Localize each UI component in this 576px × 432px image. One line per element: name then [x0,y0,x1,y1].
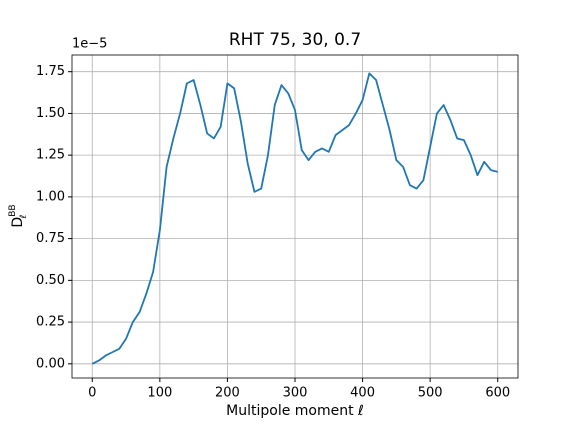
y-tick-label: 0.75 [36,231,65,246]
x-axis-label: Multipole moment ℓ [226,403,364,419]
x-tick-label: 100 [147,386,172,401]
y-axis-label-text: DBBℓ [8,204,29,227]
chart-title: RHT 75, 30, 0.7 [229,30,361,50]
x-tick-label: 600 [485,386,510,401]
y-tick-label: 0.25 [36,315,65,330]
y-tick-label: 0.50 [36,273,65,288]
x-tick-label: 500 [418,386,443,401]
plot-frame [71,54,519,379]
y-tick-label: 1.50 [36,106,65,121]
data-line [91,72,498,365]
y-tick-label: 0.00 [36,356,65,371]
x-tick-label: 300 [283,386,308,401]
y-label-sup: BB [8,204,18,216]
y-tick-label: 1.25 [36,148,65,163]
y-tick-label: 1.00 [36,189,65,204]
x-tick-label: 0 [88,386,96,401]
y-tick-label: 1.75 [36,64,65,79]
y-offset-label: 1e−5 [72,37,107,52]
y-label-sub: ℓ [19,215,29,220]
x-tick-label: 200 [215,386,240,401]
y-label-base: D [10,217,26,228]
y-axis-label: DBBℓ [8,204,29,227]
x-tick-label: 400 [350,386,375,401]
